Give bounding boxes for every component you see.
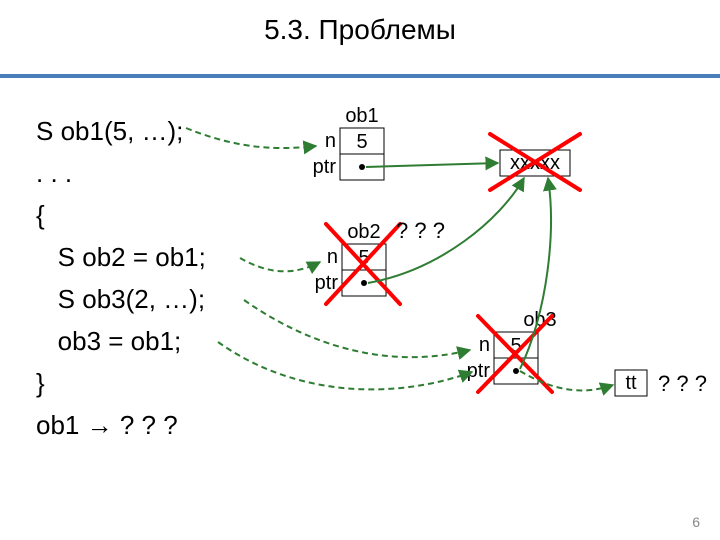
svg-text:tt: tt <box>625 372 637 394</box>
tt-question: ? ? ? <box>658 371 707 396</box>
arrow-copy-ob2 <box>240 258 320 271</box>
svg-text:n: n <box>327 246 338 268</box>
mem-xxxxx: xxxxx <box>490 134 580 190</box>
svg-text:ptr: ptr <box>467 360 491 382</box>
svg-text:ob2: ob2 <box>347 221 380 243</box>
svg-text:5: 5 <box>356 131 367 153</box>
page-number: 6 <box>692 514 700 530</box>
arrow-ctor-ob3 <box>244 300 470 357</box>
ob2-question: ? ? ? <box>396 218 445 243</box>
arrow-ctor-ob1 <box>186 128 316 148</box>
svg-text:ptr: ptr <box>315 272 339 294</box>
arrow-ob1-xxxxx <box>366 163 498 167</box>
svg-text:ptr: ptr <box>313 156 337 178</box>
object-ob2: ob2 n ptr 5 <box>315 221 400 304</box>
diagram-svg: ob1 n ptr 5 xxxxx ob2 n ptr 5 ? ? ? ob3 … <box>0 0 720 540</box>
svg-text:ob1: ob1 <box>345 105 378 127</box>
object-ob1: ob1 n ptr 5 <box>313 105 384 180</box>
mem-tt: tt <box>615 370 647 396</box>
object-ob3: ob3 n ptr 5 <box>467 309 557 392</box>
svg-text:n: n <box>325 130 336 152</box>
svg-text:n: n <box>479 334 490 356</box>
